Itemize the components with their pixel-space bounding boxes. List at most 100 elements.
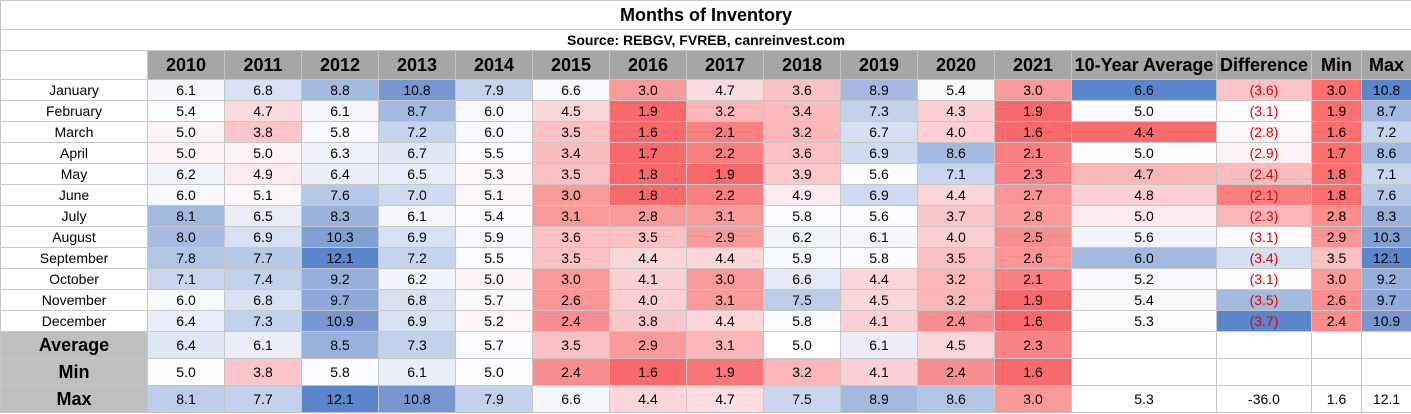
table-cell: 5.6 [1071, 226, 1217, 248]
summary-label: Average [0, 331, 148, 359]
table-cell: 5.4 [1071, 289, 1217, 311]
summary-cell: 10.8 [378, 385, 456, 413]
summary-cell: 12.1 [301, 385, 379, 413]
month-label: December [0, 310, 148, 332]
table-cell: 1.8 [1311, 184, 1362, 206]
table-cell: 6.8 [378, 289, 456, 311]
table-cell: 3.5 [532, 247, 610, 269]
table-cell: 1.8 [609, 184, 687, 206]
table-cell: 5.3 [1071, 310, 1217, 332]
table-cell: 3.0 [1311, 79, 1362, 101]
table-cell: 2.9 [1311, 226, 1362, 248]
month-label: April [0, 142, 148, 164]
table-cell: 7.4 [224, 268, 302, 290]
summary-cell: 5.7 [455, 331, 533, 359]
table-cell: 4.1 [609, 268, 687, 290]
column-header: Min [1311, 50, 1362, 80]
column-header: Max [1360, 50, 1411, 80]
table-cell: 6.9 [378, 226, 456, 248]
column-header: 2016 [609, 50, 687, 80]
table-cell: 5.8 [840, 247, 918, 269]
summary-cell: 3.0 [994, 385, 1072, 413]
table-cell: (2.9) [1216, 142, 1312, 164]
table-row: February 5.4 4.7 6.1 8.7 6.0 4.5 1.9 3.2 3.4 7.3 4.… [0, 100, 1411, 122]
summary-cell: 4.7 [686, 385, 764, 413]
table-cell: 7.2 [378, 121, 456, 143]
month-label: August [0, 226, 148, 248]
table-cell: 7.2 [378, 247, 456, 269]
table-cell: 5.6 [840, 205, 918, 227]
table-source: Source: REBGV, FVREB, canreinvest.com [0, 29, 1411, 51]
table-row: January 6.1 6.8 8.8 10.8 7.9 6.6 3.0 4.7 3.6 8.9 5.… [0, 79, 1411, 101]
table-cell: (2.4) [1216, 163, 1312, 185]
summary-cell: 3.1 [686, 331, 764, 359]
table-cell: 4.4 [917, 184, 995, 206]
table-cell: 7.0 [378, 184, 456, 206]
table-cell: 6.2 [378, 268, 456, 290]
table-cell: 2.1 [686, 121, 764, 143]
table-cell: 1.6 [609, 121, 687, 143]
table-cell: 8.1 [147, 205, 225, 227]
table-cell: 2.6 [994, 247, 1072, 269]
header-row: 2010 2011 2012 2013 2014 2015 2016 2017 2018 2019… [0, 50, 1411, 80]
table-row: July 8.1 6.5 8.3 6.1 5.4 3.1 2.8 3.1 5.8 5.6 3.7 2.8… [0, 205, 1411, 227]
table-cell: 2.2 [686, 142, 764, 164]
table-cell: (3.6) [1216, 79, 1312, 101]
table-cell: 7.2 [1360, 121, 1411, 143]
table-cell: 3.0 [994, 79, 1072, 101]
table-cell: (2.3) [1216, 205, 1312, 227]
summary-cell: 7.7 [224, 385, 302, 413]
table-cell: 3.6 [763, 142, 841, 164]
table-cell: 1.6 [1311, 121, 1362, 143]
summary-cell: 6.1 [378, 358, 456, 386]
summary-row: Average 6.4 6.1 8.5 7.3 5.7 3.5 2.9 3.1 5.0 6.1 4.5… [0, 331, 1411, 359]
table-cell: 7.5 [763, 289, 841, 311]
table-cell: 3.8 [224, 121, 302, 143]
table-cell: 4.7 [1071, 163, 1217, 185]
table-cell: 5.0 [224, 142, 302, 164]
table-cell: 3.1 [532, 205, 610, 227]
table-cell: 2.4 [532, 310, 610, 332]
summary-cell: 2.3 [994, 331, 1072, 359]
summary-cell: 12.1 [1360, 385, 1411, 413]
header-corner [0, 50, 148, 80]
table-cell: 7.6 [1360, 184, 1411, 206]
table-cell: 3.6 [532, 226, 610, 248]
column-header: 2010 [147, 50, 225, 80]
summary-cell [1216, 331, 1312, 359]
summary-cell: 2.4 [917, 358, 995, 386]
table-cell: 6.4 [301, 163, 379, 185]
table-row: October 7.1 7.4 9.2 6.2 5.0 3.0 4.1 3.0 6.6 4.4 3.2… [0, 268, 1411, 290]
table-cell: 3.2 [686, 100, 764, 122]
table-cell: 5.0 [1071, 205, 1217, 227]
table-row: May 6.2 4.9 6.4 6.5 5.3 3.5 1.8 1.9 3.9 5.6 7.1 2.3 4… [0, 163, 1411, 185]
table-cell: 5.7 [455, 289, 533, 311]
table-cell: 9.2 [1360, 268, 1411, 290]
table-cell: 3.5 [1311, 247, 1362, 269]
table-cell: 3.1 [686, 289, 764, 311]
column-header: 2013 [378, 50, 456, 80]
table-cell: 12.1 [1360, 247, 1411, 269]
table-cell: (2.1) [1216, 184, 1312, 206]
table-cell: 5.0 [147, 142, 225, 164]
table-cell: 3.4 [763, 100, 841, 122]
table-cell: 6.7 [840, 121, 918, 143]
table-cell: 10.8 [378, 79, 456, 101]
month-label: May [0, 163, 148, 185]
table-cell: 4.4 [840, 268, 918, 290]
summary-label: Min [0, 358, 148, 386]
table-cell: 5.6 [840, 163, 918, 185]
table-cell: 9.7 [301, 289, 379, 311]
table-cell: 8.7 [1360, 100, 1411, 122]
summary-cell: 5.8 [301, 358, 379, 386]
table-cell: 10.9 [1360, 310, 1411, 332]
table-cell: 6.2 [763, 226, 841, 248]
column-header: 2015 [532, 50, 610, 80]
table-row: March 5.0 3.8 5.8 7.2 6.0 3.5 1.6 2.1 3.2 6.7 4.0 1.… [0, 121, 1411, 143]
table-cell: 6.9 [378, 310, 456, 332]
summary-cell: 6.1 [840, 331, 918, 359]
table-cell: 4.7 [224, 100, 302, 122]
table-cell: 6.2 [147, 163, 225, 185]
month-label: October [0, 268, 148, 290]
table-cell: 10.9 [301, 310, 379, 332]
